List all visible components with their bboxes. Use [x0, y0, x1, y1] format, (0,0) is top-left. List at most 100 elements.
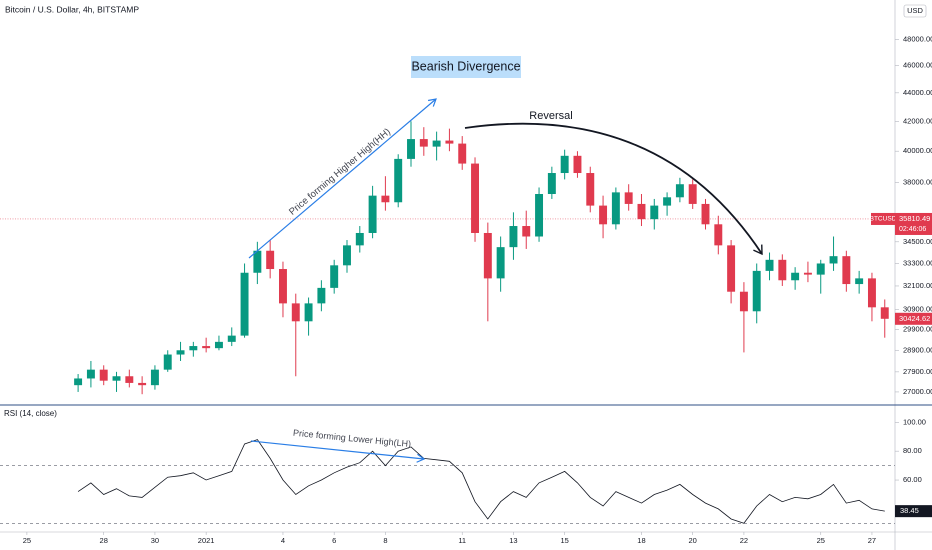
countdown-label: 02:46:06 [899, 226, 926, 233]
price-label: 35810.49 [899, 214, 930, 223]
candle-body [394, 158, 403, 203]
candle-body [829, 256, 838, 264]
candle-body [637, 203, 646, 220]
candle-body [778, 259, 787, 281]
x-tick-label: 6 [332, 536, 336, 545]
y-tick-label: 28900.00 [903, 345, 932, 354]
x-tick-label: 20 [689, 536, 697, 545]
candle-body [650, 205, 659, 220]
x-tick-label: 28 [100, 536, 108, 545]
candle-body [445, 140, 454, 144]
candle-body [855, 278, 864, 285]
candle-body [547, 173, 556, 195]
y-tick-label: 44000.00 [903, 88, 932, 97]
candle-body [496, 247, 505, 279]
y-tick-label: 27000.00 [903, 387, 932, 396]
x-tick-label: 15 [560, 536, 568, 545]
y-tick-label: 40000.00 [903, 146, 932, 155]
candle-body [291, 303, 300, 322]
y-tick-label: 34500.00 [903, 237, 932, 246]
symbol-box [871, 212, 895, 225]
price-box [895, 212, 932, 235]
candles [74, 121, 889, 395]
candle-body [663, 197, 672, 206]
reversal-arrow [464, 122, 763, 256]
candle-body [86, 369, 95, 379]
y-tick-label: 100.00 [903, 417, 926, 426]
candle-body [586, 173, 595, 206]
candle-body [317, 287, 326, 304]
candle-body [867, 278, 876, 308]
candle-body [202, 346, 211, 349]
candle-body [727, 245, 736, 292]
candle-body [343, 245, 351, 266]
rsi-last-box [895, 505, 932, 518]
candle-body [419, 139, 428, 147]
candle-body [842, 256, 851, 285]
candle-body [355, 232, 364, 246]
rsi-title: RSI (14, close) [4, 409, 57, 418]
candle-body [765, 259, 774, 271]
candle-body [522, 226, 531, 237]
candle-body [163, 354, 172, 370]
candle-body [368, 195, 377, 233]
x-tick-label: 11 [458, 536, 466, 545]
currency-label[interactable]: USD [907, 6, 923, 15]
candle-body [381, 195, 390, 203]
candle-body [803, 272, 812, 275]
candle-body [330, 265, 339, 288]
lh-arrow [250, 440, 426, 463]
currency-box[interactable] [903, 4, 927, 18]
candle-body [714, 224, 723, 246]
candle-body [432, 140, 441, 147]
candle-body [74, 378, 83, 386]
y-tick-label: 29900.00 [903, 324, 932, 333]
candle-body [189, 346, 198, 351]
candle-body [227, 335, 236, 342]
x-tick-label: 22 [740, 536, 748, 545]
y-tick-label: 33300.00 [903, 258, 932, 267]
rsi-line [77, 439, 885, 524]
rsi-last-label: 38.45 [900, 506, 919, 515]
candle-body [739, 291, 748, 312]
candle-body [701, 203, 710, 225]
candle-body [138, 382, 147, 386]
candle-body [125, 376, 134, 383]
candle-body [688, 184, 697, 204]
last-price-box [895, 312, 932, 325]
y-tick-label: 30900.00 [903, 304, 932, 313]
candle-body [599, 205, 608, 225]
candle-body [176, 350, 185, 355]
candle-body [240, 272, 249, 336]
x-tick-label: 8 [383, 536, 387, 545]
x-tick-label: 30 [151, 536, 159, 545]
reversal-label: Reversal [529, 110, 572, 122]
candle-body [458, 143, 467, 164]
y-tick-label: 48000.00 [903, 35, 932, 44]
candle-body [214, 341, 223, 349]
y-tick-label: 42000.00 [903, 116, 932, 125]
candle-body [266, 250, 275, 270]
symbol-label: BTCUSD [870, 216, 897, 223]
candle-body [535, 194, 544, 237]
candle-body [304, 303, 313, 322]
trend-arrow [248, 98, 437, 259]
candle-body [791, 272, 800, 281]
x-tick-label: 4 [281, 536, 285, 545]
candle-body [624, 192, 633, 204]
candle-body [407, 139, 415, 159]
x-tick-label: 2021 [198, 536, 215, 545]
candle-body [112, 376, 121, 381]
candle-body [99, 369, 108, 381]
candle-body [752, 270, 761, 312]
candle-body [150, 369, 159, 386]
candle-body [816, 263, 825, 275]
x-tick-label: 25 [817, 536, 825, 545]
headline-box [411, 56, 521, 78]
x-tick-label: 25 [23, 536, 31, 545]
x-tick-label: 18 [637, 536, 645, 545]
candle-body [880, 307, 889, 319]
candle-body [278, 269, 287, 304]
